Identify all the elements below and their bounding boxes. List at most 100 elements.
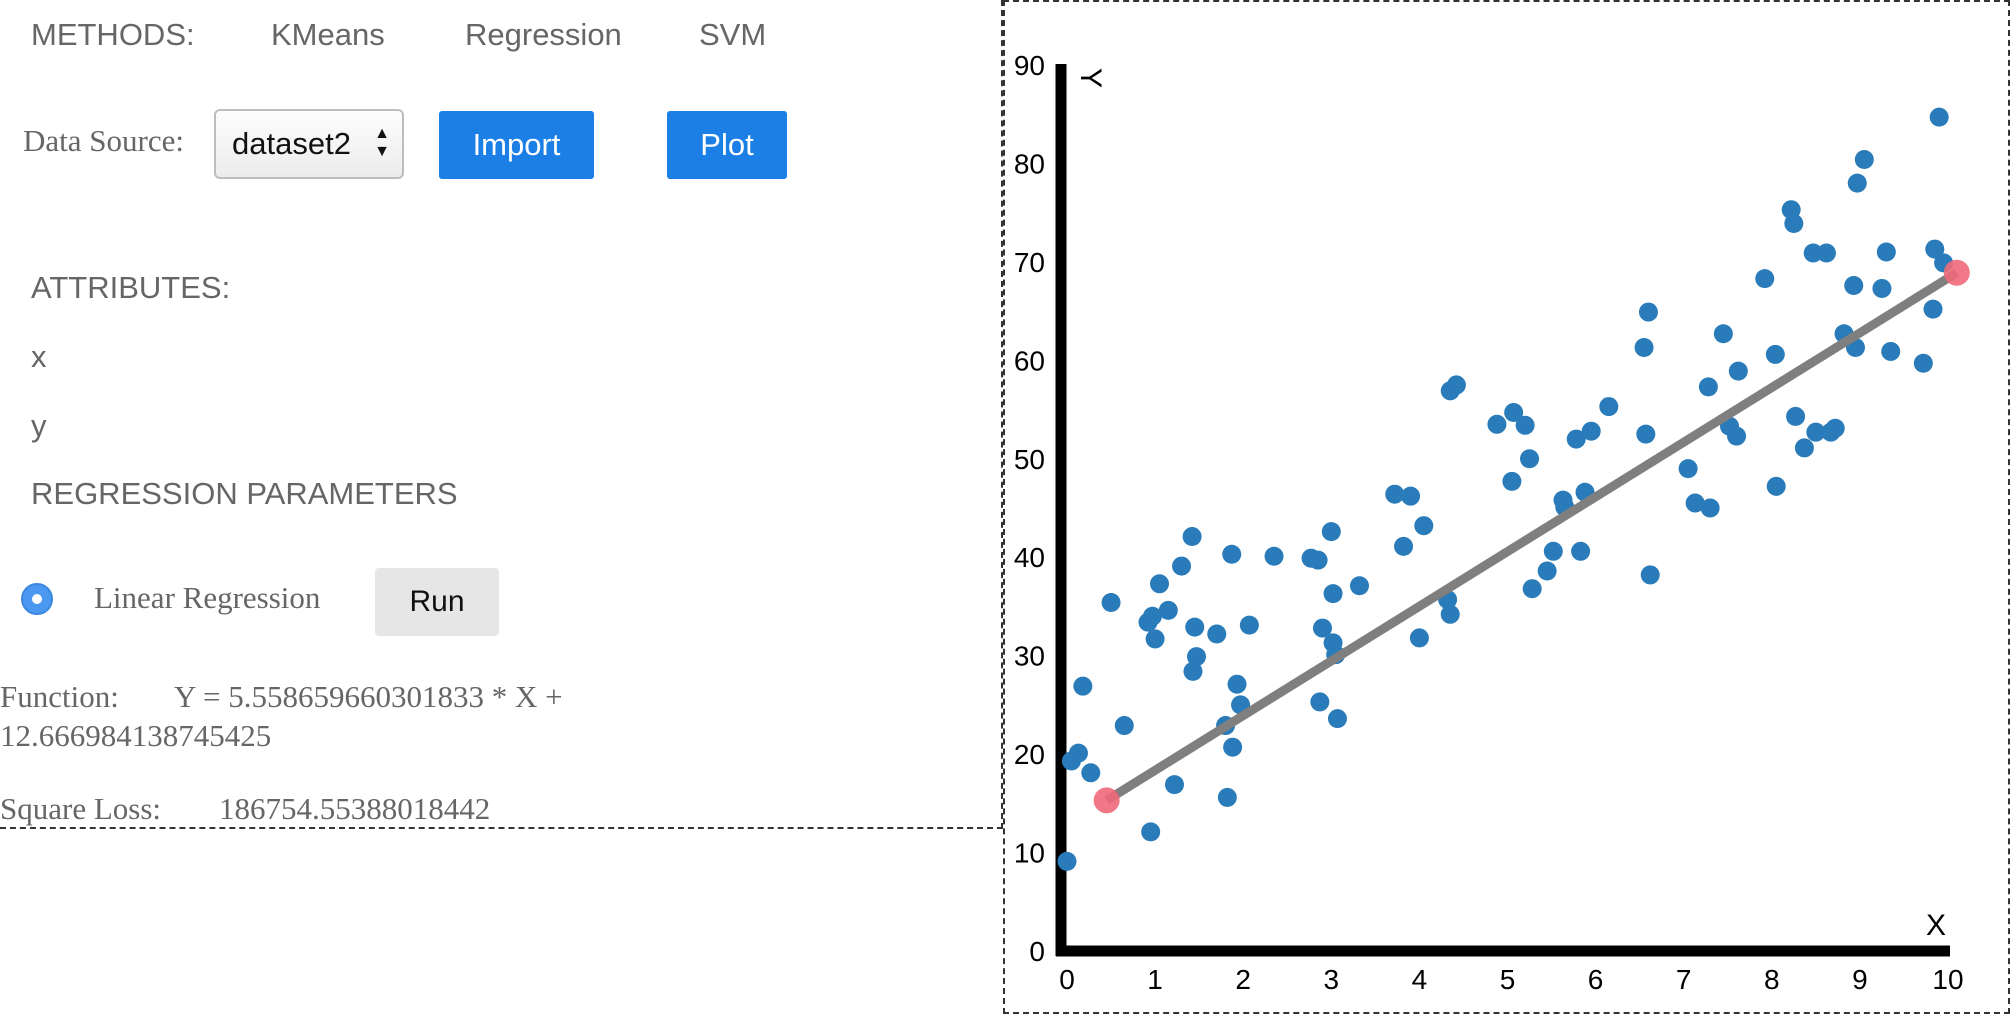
y-tick-label: 70 [1014,247,1045,278]
data-point [1728,361,1748,381]
attribute-x[interactable]: x [31,339,47,374]
data-point [1172,556,1192,576]
data-point [1068,743,1088,763]
regression-parameters-heading: REGRESSION PARAMETERS [31,476,458,511]
data-point [1522,579,1542,599]
data-point [1164,775,1184,795]
data-point [1223,737,1243,757]
x-tick-label: 5 [1500,964,1516,995]
select-arrows-icon: ▲ ▼ [374,125,390,160]
data-point [1543,541,1563,561]
data-point [1158,600,1178,620]
x-tick-label: 10 [1932,964,1963,995]
y-tick-label: 40 [1014,542,1045,573]
data-point [1806,422,1826,442]
data-point [1409,628,1429,648]
data-point [1217,787,1237,807]
data-point [1440,604,1460,624]
data-point [1566,429,1586,449]
data-point [1700,498,1720,518]
regression-end-point [1943,259,1970,286]
y-tick-label: 20 [1014,739,1045,770]
x-tick-label: 4 [1412,964,1428,995]
square-loss-label: Square Loss: [0,791,162,826]
data-point [1504,402,1524,422]
data-point [1187,647,1207,667]
data-point [1150,574,1170,594]
data-point [1264,546,1284,566]
function-line2: 12.666984138745425 [0,718,272,753]
chart-panel: 0 10 20 30 40 50 60 70 80 90 0 1 2 3 4 5 6 7 8 9 10 Y X [1003,0,2010,1014]
data-point [1913,353,1933,373]
data-point [1114,716,1134,736]
data-point [1183,661,1203,681]
data-points [1057,107,1954,871]
data-point [1634,338,1654,358]
data-point [1713,324,1733,344]
y-tick-label: 50 [1014,444,1045,475]
x-tick-label: 7 [1676,964,1692,995]
data-point [1073,676,1093,696]
data-point [1854,149,1874,169]
data-point [1698,377,1718,397]
x-tick-label: 9 [1852,964,1868,995]
data-point [1876,242,1896,262]
x-tick-label: 2 [1235,964,1251,995]
menu-item-svm[interactable]: SVM [699,17,767,52]
data-point [1537,561,1557,581]
data-source-value: dataset2 [232,126,351,161]
data-point [1581,421,1601,441]
y-tick-label: 30 [1014,641,1045,672]
regression-line [1104,268,1960,805]
x-tick-labels: 0 1 2 3 4 5 6 7 8 9 10 [1059,964,1963,995]
data-point [1308,550,1328,570]
data-point [1929,107,1949,127]
data-point [1222,544,1242,564]
data-point [1394,536,1414,556]
data-point [1727,426,1747,446]
data-point [1385,484,1405,504]
y-tick-label: 0 [1029,936,1045,967]
data-point [1638,302,1658,322]
data-source-select[interactable]: dataset2 ▲ ▼ [214,109,404,179]
y-tick-labels: 0 10 20 30 40 50 60 70 80 90 [1014,50,1045,967]
data-point [1185,617,1205,637]
y-tick-label: 60 [1014,345,1045,376]
data-point [1145,629,1165,649]
data-point [1141,822,1161,842]
linear-regression-radio[interactable] [21,583,53,615]
data-point [1881,341,1901,361]
data-point [1520,449,1540,469]
x-tick-label: 6 [1588,964,1604,995]
data-point [1755,269,1775,289]
import-button[interactable]: Import [439,111,594,179]
data-point [1640,565,1660,585]
x-tick-label: 8 [1764,964,1780,995]
x-axis-label: X [1926,909,1946,942]
data-point [1571,541,1591,561]
data-point [1685,493,1705,513]
data-point [1401,486,1421,506]
menu-item-regression[interactable]: Regression [465,17,622,52]
y-tick-label: 80 [1014,148,1045,179]
data-point [1847,173,1867,193]
menu-item-kmeans[interactable]: KMeans [271,17,385,52]
data-point [1081,763,1101,783]
run-button[interactable]: Run [375,568,499,636]
data-point [1502,471,1522,491]
data-point [1515,415,1535,435]
data-point [1765,344,1785,364]
scatter-chart: 0 10 20 30 40 50 60 70 80 90 0 1 2 3 4 5 6 7 8 9 10 Y X [1014,50,1970,995]
data-point [1925,239,1945,259]
plot-button[interactable]: Plot [667,111,787,179]
attribute-y[interactable]: y [31,408,47,443]
x-tick-label: 3 [1324,964,1340,995]
data-point [1310,692,1330,712]
left-panel: METHODS: KMeans Regression SVM Data Sour… [0,0,1003,829]
data-point [1101,592,1121,612]
function-line1: Y = 5.558659660301833 * X + [174,679,563,714]
data-point [1182,527,1202,547]
data-point [1786,406,1806,426]
data-point [1349,576,1369,596]
data-point [1327,709,1347,729]
